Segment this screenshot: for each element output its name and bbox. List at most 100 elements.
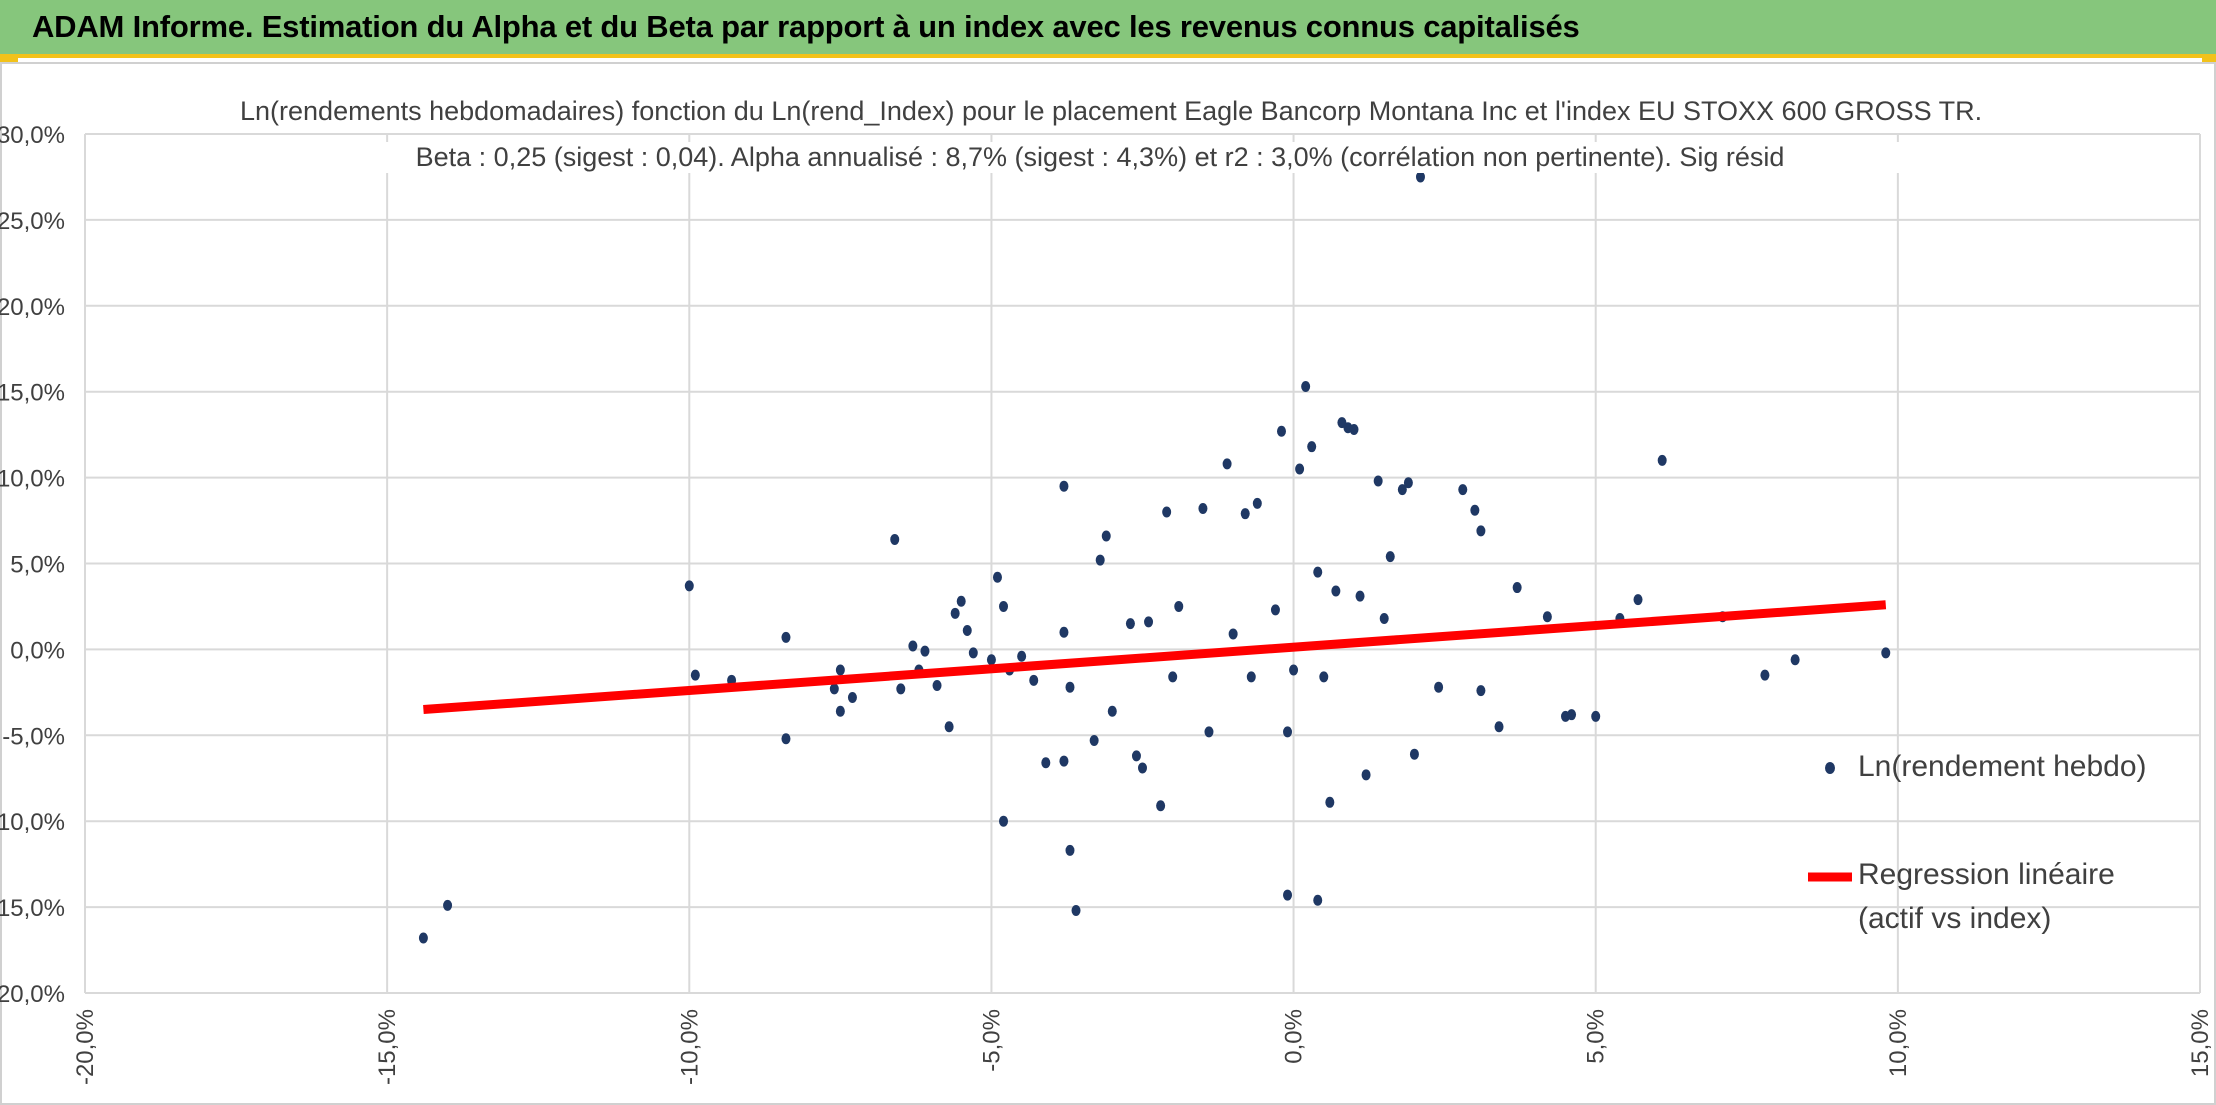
y-tick-label: 5,0% bbox=[10, 552, 65, 579]
data-point bbox=[999, 600, 1009, 612]
data-point bbox=[890, 533, 900, 545]
data-point bbox=[1246, 671, 1256, 683]
data-point bbox=[1101, 530, 1111, 542]
data-point bbox=[690, 669, 700, 681]
data-point bbox=[1089, 734, 1099, 746]
data-point bbox=[418, 932, 428, 944]
data-point bbox=[1222, 458, 1232, 470]
x-tick-label: -10,0% bbox=[676, 1009, 703, 1085]
data-point bbox=[1029, 674, 1039, 686]
chart-subtitle: Beta : 0,25 (sigest : 0,04). Alpha annua… bbox=[240, 142, 1960, 173]
data-point bbox=[1331, 585, 1341, 597]
x-tick-label: -15,0% bbox=[374, 1009, 401, 1085]
data-point bbox=[1494, 721, 1504, 733]
data-point bbox=[1313, 894, 1323, 906]
chart-grid bbox=[84, 133, 2201, 994]
x-tick-label: 10,0% bbox=[1885, 1009, 1912, 1077]
data-point bbox=[1325, 796, 1335, 808]
data-point bbox=[1204, 726, 1214, 738]
data-point bbox=[847, 692, 857, 704]
data-point bbox=[1270, 604, 1280, 616]
y-tick-label: -20,0% bbox=[0, 981, 65, 1008]
regression-line-group bbox=[423, 600, 1887, 715]
data-point bbox=[1059, 755, 1069, 767]
data-point bbox=[1361, 769, 1371, 781]
data-point bbox=[1542, 611, 1552, 623]
chart-area bbox=[0, 62, 2216, 1105]
x-tick-label: 0,0% bbox=[1281, 1009, 1308, 1064]
data-point bbox=[1319, 671, 1329, 683]
data-point bbox=[1633, 594, 1643, 606]
data-point bbox=[1131, 750, 1141, 762]
y-tick-label: 30,0% bbox=[0, 122, 65, 149]
data-point bbox=[962, 625, 972, 637]
data-point bbox=[1415, 171, 1425, 183]
data-point bbox=[1059, 480, 1069, 492]
data-point bbox=[1301, 381, 1311, 393]
legend-marker-scatter bbox=[1825, 762, 1835, 774]
data-point bbox=[1760, 669, 1770, 681]
data-point bbox=[1307, 441, 1317, 453]
x-tick-label: -5,0% bbox=[978, 1009, 1005, 1072]
data-point bbox=[1476, 525, 1486, 537]
data-point bbox=[1107, 705, 1117, 717]
data-point bbox=[781, 631, 791, 643]
data-point bbox=[992, 571, 1002, 583]
data-point bbox=[1138, 762, 1147, 774]
y-tick-label: -15,0% bbox=[0, 895, 65, 922]
data-point bbox=[1313, 566, 1323, 578]
x-tick-label: -20,0% bbox=[72, 1009, 99, 1085]
data-point bbox=[1790, 654, 1800, 666]
data-point bbox=[1198, 503, 1208, 515]
data-point bbox=[1283, 726, 1293, 738]
data-point bbox=[1228, 628, 1238, 640]
data-point bbox=[1283, 889, 1293, 901]
data-point bbox=[1095, 554, 1105, 566]
y-tick-label: 20,0% bbox=[0, 294, 65, 321]
x-axis-ticks: -20,0% -15,0% -10,0% -5,0% 0,0% 5,0% 10,0% 15,0… bbox=[72, 1009, 2214, 1085]
data-point bbox=[1041, 757, 1051, 769]
data-point bbox=[1252, 497, 1262, 509]
data-point bbox=[1373, 475, 1383, 487]
y-axis-ticks: -20,0% -15,0% -10,0% -5,0% 0,0% 5,0% 10,0% 15,0… bbox=[0, 122, 65, 1008]
y-tick-label: 0,0% bbox=[10, 637, 65, 664]
data-point bbox=[908, 640, 918, 652]
data-point bbox=[968, 647, 978, 659]
data-point bbox=[1168, 671, 1178, 683]
x-tick-label: 5,0% bbox=[1583, 1009, 1610, 1064]
data-point bbox=[1174, 600, 1184, 612]
data-point bbox=[896, 683, 906, 695]
data-point bbox=[684, 580, 694, 592]
data-point bbox=[986, 654, 996, 666]
chart-title: Ln(rendements hebdomadaires) fonction du… bbox=[240, 96, 1983, 127]
data-point bbox=[1458, 484, 1468, 496]
data-point bbox=[956, 595, 966, 607]
data-point bbox=[1434, 681, 1444, 693]
data-point bbox=[1567, 709, 1577, 721]
data-point bbox=[1059, 626, 1069, 638]
data-point bbox=[1409, 748, 1419, 760]
data-point bbox=[1295, 463, 1305, 475]
report-title: ADAM Informe. Estimation du Alpha et du … bbox=[32, 9, 1580, 44]
data-point bbox=[1349, 423, 1359, 435]
data-point bbox=[1379, 612, 1389, 624]
data-point bbox=[1156, 800, 1166, 812]
data-point bbox=[932, 679, 942, 691]
data-point bbox=[1240, 508, 1250, 520]
data-point bbox=[835, 705, 845, 717]
data-point bbox=[1397, 484, 1407, 496]
data-point bbox=[1591, 710, 1601, 722]
data-point bbox=[1276, 425, 1286, 437]
data-point bbox=[1071, 905, 1081, 917]
data-point bbox=[1403, 477, 1413, 489]
banner-accent-left bbox=[0, 54, 18, 64]
legend-label-regression-sub: (actif vs index) bbox=[1858, 902, 2052, 935]
regression-line bbox=[423, 600, 1887, 715]
data-point bbox=[1657, 454, 1667, 466]
data-point bbox=[1144, 616, 1154, 628]
data-point bbox=[1476, 685, 1486, 697]
data-point bbox=[920, 645, 930, 657]
data-point bbox=[829, 683, 839, 695]
data-point bbox=[1881, 647, 1891, 659]
